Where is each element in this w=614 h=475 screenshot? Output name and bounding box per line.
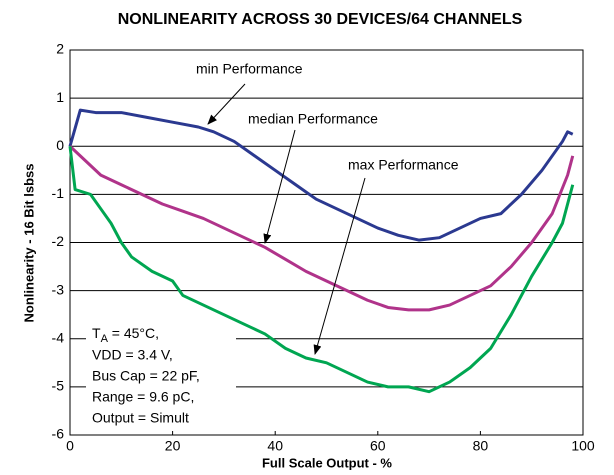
y-tick-label: -5 (52, 378, 65, 394)
x-tick-label: 40 (267, 438, 283, 454)
text-part: = 45°C, (108, 325, 159, 341)
y-tick-label: 0 (56, 137, 64, 153)
chart-title: NONLINEARITY ACROSS 30 DEVICES/64 CHANNE… (118, 11, 523, 28)
plot-frame (69, 49, 584, 436)
annotation: max Performance (348, 157, 459, 173)
data-line (68, 145, 575, 312)
annotation: median Performance (248, 111, 378, 127)
y-tick-label: -3 (52, 281, 65, 297)
condition-text: Bus Cap = 22 pF, (92, 368, 200, 384)
y-tick-label: -6 (52, 426, 65, 442)
annotation-arrow (313, 177, 366, 355)
data-line (68, 108, 574, 242)
x-tick-label: 0 (66, 438, 74, 454)
annotation-arrow (207, 83, 246, 125)
y-tick-label: -2 (52, 233, 65, 249)
x-axis-label: Full Scale Output - % (262, 455, 392, 470)
x-tick-label: 80 (473, 438, 489, 454)
condition-text: Output = Simult (92, 410, 189, 426)
x-tick-label: 100 (571, 438, 595, 454)
y-tick-label: -1 (52, 185, 65, 201)
text-part: A (101, 333, 109, 345)
x-tick-label: 20 (165, 438, 181, 454)
y-tick-label: 2 (56, 41, 64, 57)
text-part: T (92, 325, 101, 341)
y-axis-label: Nonlinearity - 16 Bit lsbss (21, 164, 36, 323)
data-line (68, 146, 575, 394)
annotation: min Performance (196, 61, 303, 77)
annotation-arrow (263, 129, 296, 244)
condition-text: Range = 9.6 pC, (92, 389, 194, 405)
condition-text: VDD = 3.4 V, (92, 347, 173, 363)
y-tick-label: 1 (56, 89, 64, 105)
x-tick-label: 60 (370, 438, 386, 454)
condition-text: TA = 45°C, (92, 325, 159, 345)
y-tick-label: -4 (52, 329, 65, 345)
condition-box (86, 318, 236, 426)
